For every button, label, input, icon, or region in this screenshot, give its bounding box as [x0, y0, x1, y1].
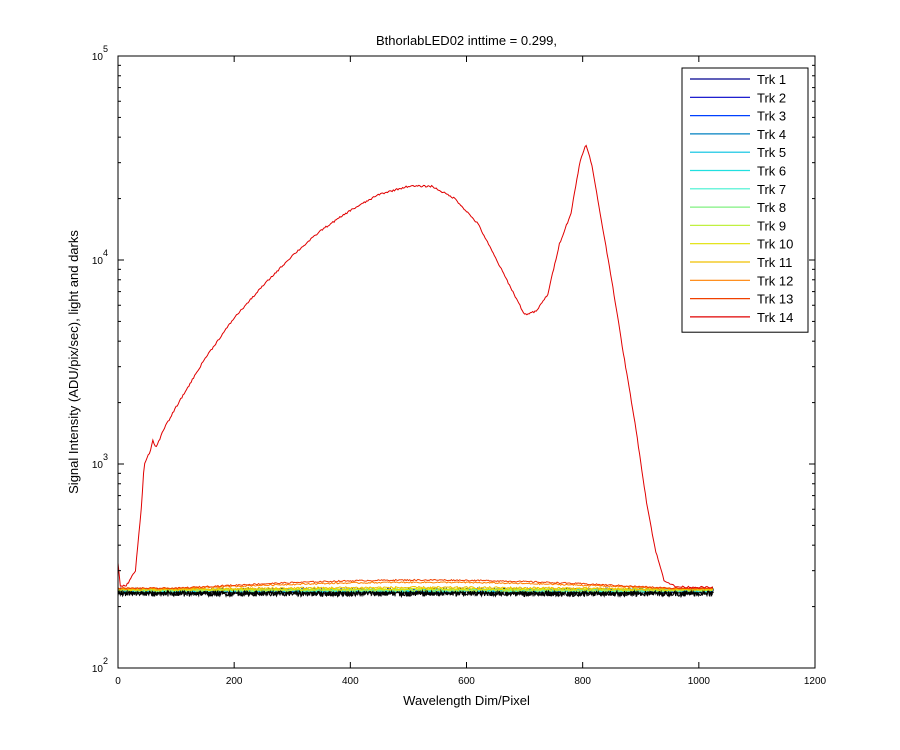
plot-area	[117, 144, 714, 599]
series-line-14	[117, 144, 714, 589]
series-line-12	[117, 580, 713, 590]
y-tick-label: 103	[92, 452, 108, 471]
x-tick-label: 1200	[804, 676, 827, 687]
legend-label: Trk 10	[757, 237, 793, 252]
legend-label: Trk 8	[757, 200, 786, 215]
x-tick-label: 1000	[688, 676, 711, 687]
legend-label: Trk 13	[757, 292, 793, 307]
legend-label: Trk 2	[757, 90, 786, 105]
x-tick-label: 0	[115, 676, 121, 687]
y-tick-label: 105	[92, 44, 108, 63]
x-tick-label: 400	[342, 676, 359, 687]
legend-label: Trk 14	[757, 310, 793, 325]
dark-trace	[117, 588, 714, 599]
legend-label: Trk 4	[757, 127, 786, 142]
x-axis-title: Wavelength Dim/Pixel	[403, 693, 530, 708]
legend-label: Trk 6	[757, 164, 786, 179]
series-line-11	[117, 585, 713, 592]
legend-label: Trk 3	[757, 109, 786, 124]
axes: 0 200 400 600 800 1000 1200 102 103 104 105	[92, 44, 827, 687]
x-tick-label: 800	[574, 676, 591, 687]
legend-label: Trk 11	[757, 255, 792, 270]
legend-label: Trk 7	[757, 182, 786, 197]
y-tick-label: 104	[92, 248, 108, 267]
legend-label: Trk 12	[757, 273, 793, 288]
legend-box	[681, 67, 809, 333]
series-line-13	[117, 578, 713, 590]
y-axis-title: Signal Intensity (ADU/pix/sec), light an…	[66, 230, 81, 494]
legend-label: Trk 9	[757, 218, 786, 233]
legend-label: Trk 1	[757, 72, 786, 87]
x-tick-label: 600	[458, 676, 475, 687]
legend: Trk 1 Trk 2 Trk 3 Trk 4 Trk 5 Trk 6 Trk 7 Trk 8…	[681, 67, 809, 333]
y-tick-label: 102	[92, 656, 108, 675]
x-tick-label: 200	[226, 676, 243, 687]
chart-title: BthorlabLED02 inttime = 0.299,	[376, 33, 557, 48]
legend-label: Trk 5	[757, 145, 786, 160]
